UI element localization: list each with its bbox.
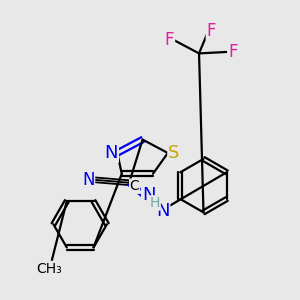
Text: CH₃: CH₃ — [37, 262, 62, 276]
Text: F: F — [165, 31, 174, 49]
Text: N: N — [142, 186, 155, 204]
Text: N: N — [82, 171, 94, 189]
Text: N: N — [105, 144, 118, 162]
Text: F: F — [206, 22, 216, 40]
Text: S: S — [168, 144, 179, 162]
Text: N: N — [156, 202, 169, 220]
Text: H: H — [150, 196, 160, 210]
Text: C: C — [130, 179, 140, 193]
Text: F: F — [228, 43, 237, 61]
